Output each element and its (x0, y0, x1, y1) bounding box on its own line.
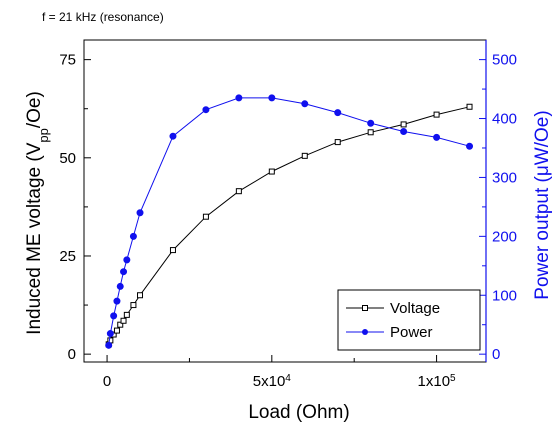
voltage-data-point (301, 152, 308, 159)
power-data-point (301, 100, 309, 108)
x-tick-label: 1x105 (418, 373, 457, 391)
power-data-point (129, 232, 137, 240)
x-axis-label: Load (Ohm) (248, 402, 349, 423)
power-data-point (113, 297, 121, 305)
y-right-tick-label: 300 (492, 169, 517, 186)
power-data-point (433, 133, 441, 141)
voltage-data-point (466, 103, 473, 110)
power-data-point (116, 282, 124, 290)
voltage-data-point (120, 317, 127, 324)
voltage-data-point (130, 302, 137, 309)
y-right-tick-label: 200 (492, 228, 517, 245)
power-data-point (123, 256, 131, 264)
y-left-tick-label: 75 (59, 52, 76, 69)
legend-voltage-marker (362, 305, 368, 311)
y-right-tick-label: 0 (492, 346, 500, 363)
voltage-data-point (400, 121, 407, 128)
voltage-data-point (202, 213, 209, 220)
x-tick-label: 0 (103, 373, 111, 390)
power-data-point (268, 94, 276, 102)
right-axis: 0 100 200 300 400 500 (479, 40, 517, 363)
voltage-data-point (169, 247, 176, 254)
power-data-point (106, 330, 114, 338)
power-data-point (334, 109, 342, 117)
y-right-tick-label: 400 (492, 111, 517, 128)
voltage-data-point (367, 129, 374, 136)
power-data-point (367, 119, 375, 127)
y-right-tick-label: 500 (492, 52, 517, 69)
voltage-data-point (123, 311, 130, 318)
power-data-point (169, 132, 177, 140)
voltage-data-point (137, 292, 144, 299)
left-axis: 0 25 50 75 (59, 52, 91, 363)
voltage-data-point (268, 168, 275, 175)
power-data-point (235, 94, 243, 102)
power-data-point (105, 341, 113, 349)
y-axis-left-label: Induced ME voltage (Vpp/Oe) (24, 91, 51, 335)
y-left-tick-label: 25 (59, 248, 76, 265)
voltage-data-point (235, 188, 242, 195)
series-layer (105, 94, 474, 349)
y-left-tick-label: 0 (68, 346, 76, 363)
y-left-tick-label: 50 (59, 150, 76, 167)
power-data-point (202, 106, 210, 114)
power-data-point (120, 268, 128, 276)
legend-power-marker (362, 329, 368, 335)
power-data-point (136, 209, 144, 217)
voltage-data-point (334, 139, 341, 146)
power-data-point (400, 127, 408, 135)
y-right-tick-label: 100 (492, 287, 517, 304)
power-data-point (110, 312, 118, 320)
legend: Voltage Power (337, 289, 481, 351)
x-axis: 0 5x104 1x105 (103, 355, 456, 390)
voltage-data-point (117, 321, 124, 328)
x-tick-label: 5x104 (253, 373, 292, 391)
y-axis-right-label: Power output (μW/Oe) (532, 110, 553, 299)
voltage-data-point (113, 327, 120, 334)
legend-power-label: Power (390, 324, 433, 341)
power-data-point (466, 142, 474, 150)
legend-voltage-label: Voltage (390, 300, 440, 317)
legend-box (337, 289, 481, 351)
voltage-data-point (433, 111, 440, 118)
chart-annotation: f = 21 kHz (resonance) (42, 10, 164, 24)
